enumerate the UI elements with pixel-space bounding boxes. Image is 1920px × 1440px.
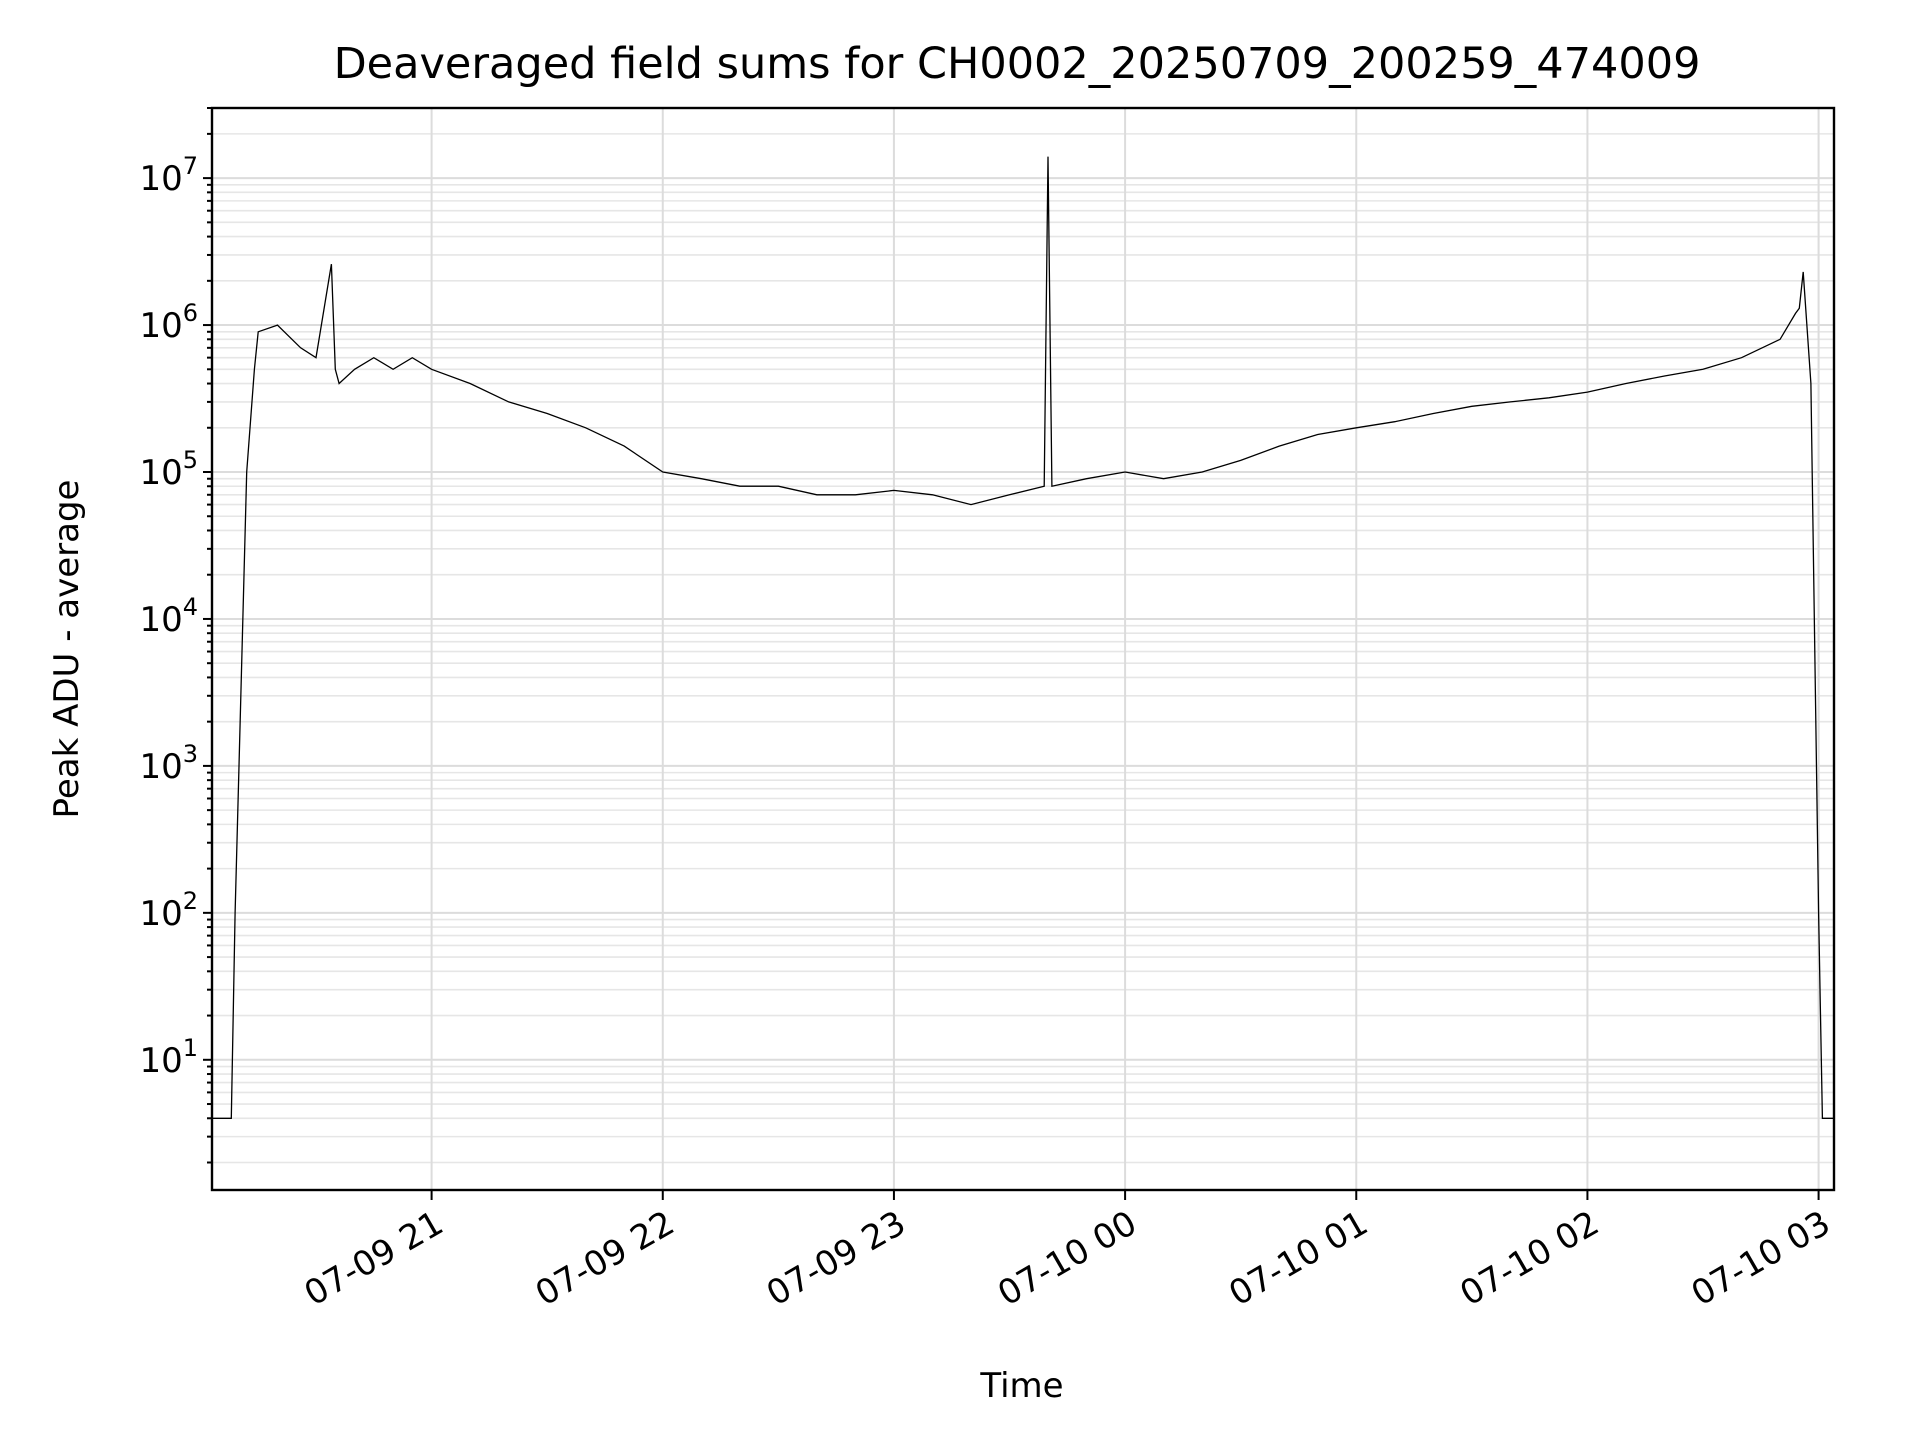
y-tick-label: 101 <box>139 1034 198 1081</box>
plot-frame <box>210 106 1836 1192</box>
y-tick-label: 107 <box>139 152 198 199</box>
y-tick-label: 106 <box>139 299 198 346</box>
y-tick-label: 102 <box>139 887 198 934</box>
y-tick-label: 104 <box>139 593 198 640</box>
y-axis-label: Peak ADU - average <box>47 480 87 819</box>
chart-title: Deaveraged field sums for CH0002_2025070… <box>334 39 1701 89</box>
y-tick-label: 105 <box>139 446 198 493</box>
y-tick-label: 103 <box>139 740 198 787</box>
series-line <box>212 156 1834 1119</box>
y-axis: 101 102 103 104 105 106 107 <box>139 107 212 1164</box>
x-axis-label: Time <box>979 1366 1063 1406</box>
grid <box>212 107 1834 1190</box>
